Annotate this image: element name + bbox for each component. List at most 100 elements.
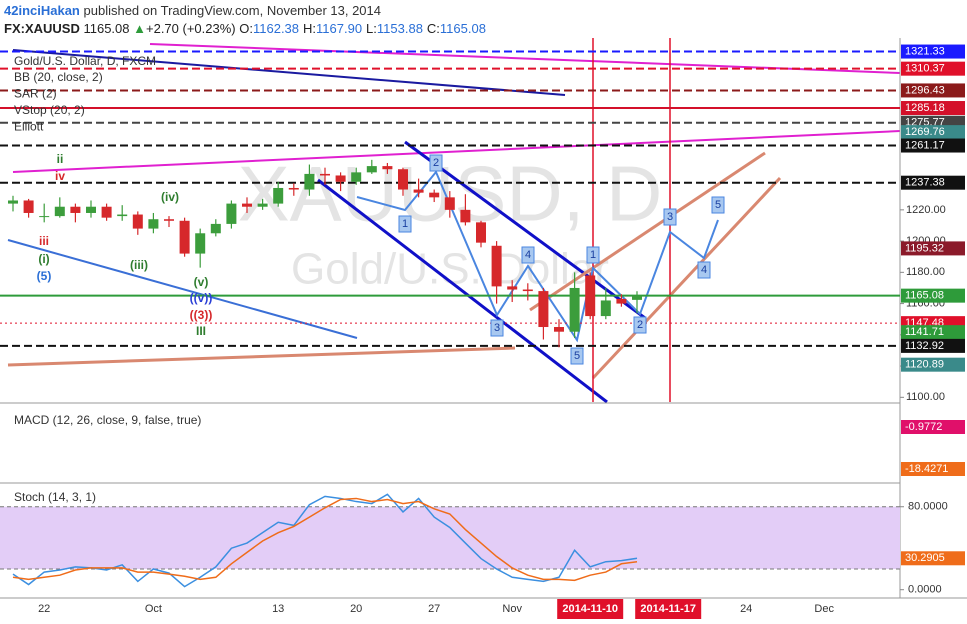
y-tick-label: 80.0000 <box>908 501 948 513</box>
pane-title: Stoch (14, 3, 1) <box>14 490 96 504</box>
x-tick-label: 2014-11-17 <box>640 603 696 615</box>
price-tag-label: 1296.43 <box>905 84 945 96</box>
candle-body <box>164 219 174 221</box>
elliott-label: iii <box>39 234 49 248</box>
ohlc: O:1162.38 H:1167.90 L:1153.88 C:1165.08 <box>239 21 490 36</box>
candle-body <box>54 206 65 217</box>
ohlc-label: L: <box>366 21 377 36</box>
price-tag <box>901 288 965 303</box>
author[interactable]: 42inciHakan <box>4 3 80 18</box>
candle-body <box>70 206 81 213</box>
publish-line: 42inciHakan published on TradingView.com… <box>4 3 381 18</box>
candle-body <box>366 166 377 173</box>
wave-box <box>521 246 535 264</box>
candle-body <box>507 286 518 290</box>
candle-body <box>288 187 299 190</box>
drawings <box>0 38 967 599</box>
symbol: FX:XAUUSD <box>4 21 80 36</box>
x-tick-label: 20 <box>350 603 362 615</box>
price-tag <box>901 357 965 372</box>
ohlc-value: 1162.38 <box>252 21 300 36</box>
price-tag <box>901 462 965 476</box>
price-tag-label: 1269.76 <box>905 126 945 138</box>
x-tick-label: 24 <box>740 603 752 615</box>
wave-box <box>429 154 443 172</box>
elliott-label: (iii) <box>130 258 148 272</box>
trend-line <box>12 49 566 96</box>
indicator-label: SAR (2) <box>14 87 57 101</box>
trend-line <box>12 130 901 173</box>
wave-box <box>697 261 711 279</box>
candle-body <box>460 209 471 223</box>
price-tag <box>901 61 965 76</box>
x-tick-label: 27 <box>428 603 440 615</box>
candle-body <box>86 206 96 213</box>
wave-label: 2 <box>433 157 439 169</box>
indicator-label: VStop (20, 2) <box>14 103 85 117</box>
change: +2.70 (+0.23%) <box>146 21 236 36</box>
wave-label: 1 <box>402 218 408 230</box>
wave-box <box>586 246 600 264</box>
x-tick-label: 13 <box>272 603 284 615</box>
trend-line <box>7 346 516 367</box>
candle-body <box>569 287 580 332</box>
price-tag <box>901 83 965 98</box>
price-tag-label: 1165.08 <box>905 290 944 302</box>
wave-path <box>356 170 719 343</box>
wave-box <box>711 196 725 214</box>
symbol-line: FX:XAUUSD 1165.08 ▲+2.70 (+0.23%) O:1162… <box>4 21 490 36</box>
price-tag-label: 1237.38 <box>905 177 945 189</box>
price-tag-label: -18.4271 <box>905 463 948 475</box>
y-tick-label: 1220.00 <box>906 204 946 216</box>
indicator-label: Elliott <box>14 120 44 134</box>
price-tag <box>901 325 965 340</box>
candle-body <box>226 203 237 224</box>
elliott-label: III <box>196 324 206 338</box>
price-tag <box>901 101 965 116</box>
wave-label: 5 <box>715 199 721 211</box>
price-tag-label: 30.2905 <box>905 552 945 564</box>
candle-body <box>210 223 221 234</box>
price-tag-label: 1275.77 <box>905 117 945 129</box>
channel-line <box>529 151 766 312</box>
pane-title: Gold/U.S. Dollar, D, FXCM <box>14 54 156 68</box>
candle-body <box>538 291 549 328</box>
x-tick-highlight <box>557 599 624 619</box>
wave-box <box>570 347 584 365</box>
ohlc-label: C: <box>426 21 440 36</box>
wave-label: 4 <box>701 264 707 276</box>
wave-label: 5 <box>574 350 580 362</box>
last-price: 1165.08 <box>83 21 130 36</box>
price-tag <box>901 44 965 59</box>
candle-body <box>554 327 564 332</box>
candle-body <box>429 192 440 198</box>
price-tag-label: 1261.17 <box>905 139 945 151</box>
candle-body <box>444 197 455 210</box>
price-tag <box>901 338 965 353</box>
price-tag <box>901 420 965 434</box>
wave-box <box>398 215 412 233</box>
stoch-line <box>12 493 638 588</box>
price-tag <box>901 175 965 190</box>
price-tag <box>901 551 965 566</box>
trend-line <box>7 239 358 339</box>
candle-body <box>148 219 159 229</box>
channel-line <box>404 140 646 320</box>
candle-body <box>522 289 533 292</box>
price-tag-label: 1195.32 <box>905 242 944 254</box>
candle-body <box>320 173 330 176</box>
wave-label: 3 <box>494 322 500 334</box>
ohlc-value: 1167.90 <box>316 21 363 36</box>
candle-body <box>304 173 315 190</box>
indicator-label: BB (20, close, 2) <box>14 70 103 84</box>
candle-body <box>101 206 112 218</box>
candle-body <box>257 203 268 207</box>
candle-body <box>616 298 627 304</box>
x-tick-label: 2014-11-10 <box>562 603 618 615</box>
candle-body <box>600 300 611 317</box>
price-tag-label: 1120.89 <box>905 359 944 371</box>
y-tick-label: 0.0000 <box>908 584 942 596</box>
